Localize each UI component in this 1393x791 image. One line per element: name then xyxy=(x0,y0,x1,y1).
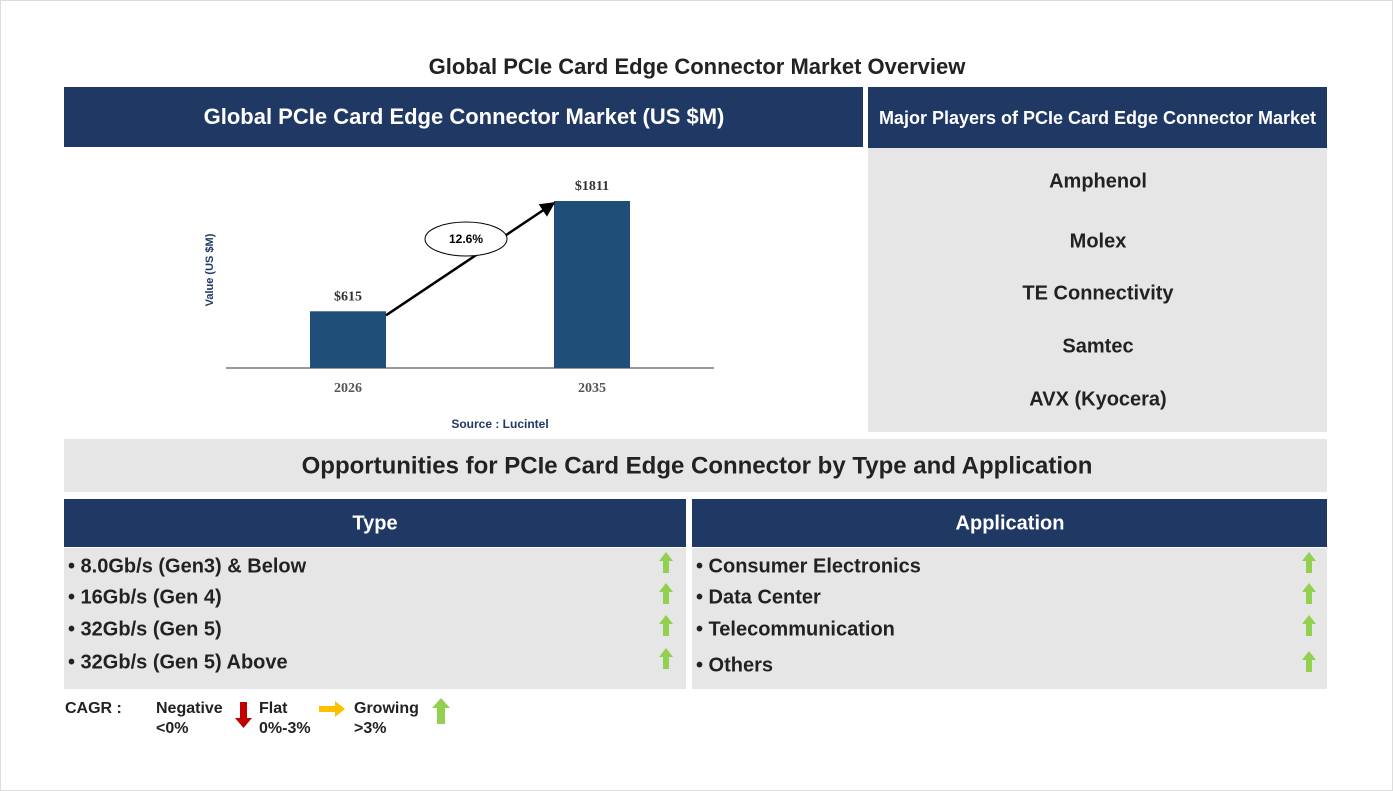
growth-arrow xyxy=(385,201,556,317)
type-item: • 16Gb/s (Gen 4) xyxy=(68,586,222,608)
type-header-text: Type xyxy=(352,512,397,534)
player: Amphenol xyxy=(1049,170,1147,192)
application-item: • Data Center xyxy=(696,586,821,608)
legend-name: Flat xyxy=(259,700,288,717)
players-title-box: Major Players of PCIe Card Edge Connecto… xyxy=(878,108,1317,128)
x-tick-label: 2035 xyxy=(578,381,606,396)
players-title: Major Players of PCIe Card Edge Connecto… xyxy=(878,108,1317,128)
growth-indicator xyxy=(659,552,673,573)
value-label: $1811 xyxy=(575,179,609,194)
legend-range: <0% xyxy=(156,720,188,737)
source: Source : Lucintel xyxy=(451,417,548,431)
growth-indicator xyxy=(1302,651,1316,672)
bar xyxy=(310,311,386,368)
cagr-bubble xyxy=(424,221,508,257)
player: Samtec xyxy=(1062,335,1133,357)
legend-range: 0%-3% xyxy=(259,720,311,737)
players-header xyxy=(868,87,1327,148)
legend-up-arrow xyxy=(432,698,450,724)
value-label: $615 xyxy=(334,290,362,305)
legend-name: Growing xyxy=(354,700,419,717)
application-header-text: Application xyxy=(956,512,1065,534)
cagr-label: 12.6% xyxy=(449,232,483,246)
growth-indicator xyxy=(1302,552,1316,573)
growth-indicator xyxy=(659,648,673,669)
player: Molex xyxy=(1070,230,1127,252)
bar xyxy=(554,201,630,368)
players-panel xyxy=(868,148,1327,432)
player: AVX (Kyocera) xyxy=(1029,388,1166,410)
y-axis-label: Value (US $M) xyxy=(204,233,216,306)
chart-header xyxy=(64,87,863,147)
type-item: • 32Gb/s (Gen 5) Above xyxy=(68,651,288,673)
opportunities-banner xyxy=(64,439,1327,492)
growth-indicator xyxy=(1302,583,1316,604)
type-panel xyxy=(64,548,686,689)
growth-indicator xyxy=(659,583,673,604)
application-item: • Telecommunication xyxy=(696,618,895,640)
application-panel xyxy=(692,548,1327,689)
legend-right-arrow xyxy=(319,701,345,717)
growth-indicator xyxy=(659,615,673,636)
type-header xyxy=(64,499,686,547)
application-item: • Consumer Electronics xyxy=(696,555,921,577)
player: TE Connectivity xyxy=(1022,282,1174,304)
x-tick-label: 2026 xyxy=(334,381,362,396)
type-item: • 32Gb/s (Gen 5) xyxy=(68,618,222,640)
application-item: • Others xyxy=(696,654,773,676)
legend-range: >3% xyxy=(354,720,386,737)
growth-indicator xyxy=(1302,615,1316,636)
chart-title: Global PCIe Card Edge Connector Market (… xyxy=(204,104,725,129)
application-header xyxy=(692,499,1327,547)
type-item: • 8.0Gb/s (Gen3) & Below xyxy=(68,555,307,577)
legend-name: Negative xyxy=(156,700,223,717)
legend-label: CAGR : xyxy=(65,700,122,717)
legend-down-arrow xyxy=(235,702,252,728)
page-title: Global PCIe Card Edge Connector Market O… xyxy=(429,54,967,79)
opportunities-title: Opportunities for PCIe Card Edge Connect… xyxy=(302,452,1093,479)
